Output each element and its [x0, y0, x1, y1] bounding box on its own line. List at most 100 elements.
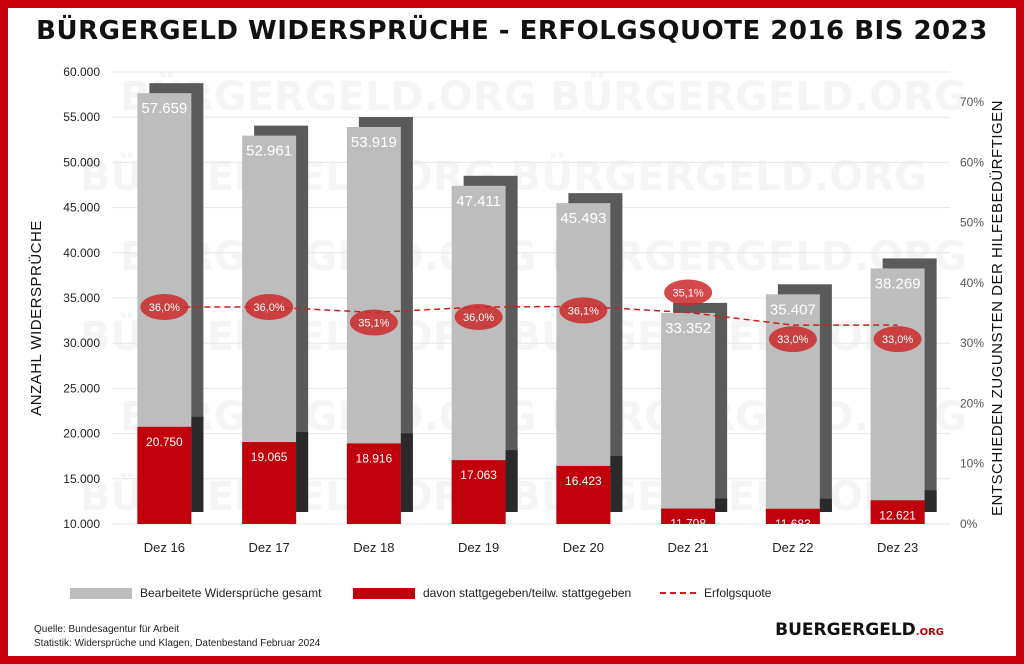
category-label: Dez 17: [249, 540, 290, 555]
watermark: BÜRGERGELD.ORG BÜRGERGELD.ORGBÜRGERGELD.…: [80, 72, 967, 520]
part-bar-shadow: [400, 433, 413, 512]
y-tick-label: 55.000: [63, 110, 100, 124]
rate-point: [140, 294, 189, 321]
total-value-label: 52.961: [246, 143, 292, 160]
y-tick-label: 10.000: [63, 517, 100, 531]
legend-swatch-rate: [660, 592, 696, 594]
part-bar-shadow: [819, 498, 832, 512]
legend-item-total: Bearbeitete Widersprüche gesamt: [70, 586, 321, 600]
legend-label-rate: Erfolgsquote: [704, 586, 772, 600]
total-value-label: 33.352: [665, 320, 711, 337]
rate-value-label: 33,0%: [777, 334, 808, 346]
rate-point: [873, 326, 922, 353]
y2-tick-label: 70%: [960, 95, 984, 109]
rate-value-label: 35,1%: [358, 317, 389, 329]
y2-tick-label: 30%: [960, 336, 984, 350]
part-bar: [661, 508, 716, 524]
part-bar: [242, 442, 297, 524]
rate-value-label: 36,0%: [254, 302, 285, 314]
part-bar-shadow: [715, 498, 728, 512]
rate-point: [559, 297, 608, 324]
axes: 10.000 15.000 20.000 25.000 30.000 35.000 40.0…: [27, 65, 1006, 531]
rate-value-label: 35,1%: [673, 287, 704, 299]
total-bar: [870, 268, 925, 524]
part-value-label: 11.683: [775, 517, 811, 531]
category-label: Dez 19: [458, 540, 499, 555]
category-label: Dez 20: [563, 540, 604, 555]
part-value-label: 12.621: [879, 508, 916, 522]
legend-item-part: davon stattgegeben/teilw. stattgegeben: [353, 586, 631, 600]
part-value-label: 20.750: [146, 435, 183, 449]
part-bar: [556, 465, 611, 524]
y-axis-title: ANZAHL WIDERSPRÜCHE: [27, 220, 45, 416]
y-tick-label: 45.000: [63, 201, 100, 215]
y-tick-label: 25.000: [63, 381, 100, 395]
category-label: Dez 21: [668, 540, 709, 555]
part-bar: [451, 460, 506, 524]
total-value-label: 35.407: [770, 301, 816, 318]
y2-tick-label: 60%: [960, 155, 984, 169]
watermark-text: BÜRGERGELD.ORG BÜRGERGELD.ORG: [120, 72, 967, 120]
rate-value-label: 36,0%: [149, 302, 180, 314]
source-note: Quelle: Bundesagentur für Arbeit Statist…: [34, 623, 320, 651]
rate-value-label: 36,1%: [568, 305, 599, 317]
y-tick-label: 40.000: [63, 246, 100, 260]
source-line-2: Statistik: Widersprüche und Klagen, Date…: [34, 638, 321, 649]
legend: Bearbeitete Widersprüche gesamt davon st…: [70, 586, 970, 602]
y-tick-label: 30.000: [63, 336, 100, 350]
total-value-label: 47.411: [456, 193, 501, 210]
total-value-label: 38.269: [875, 275, 921, 292]
category-label: Dez 22: [772, 540, 813, 555]
y-tick-label: 50.000: [63, 155, 100, 169]
rate-point: [768, 326, 817, 353]
part-bar-shadow: [610, 455, 623, 512]
y2-tick-label: 10%: [960, 457, 984, 471]
part-bar-shadow: [505, 450, 518, 512]
category-label: Dez 16: [144, 540, 185, 555]
brand-name: BUERGERGELD: [775, 620, 916, 640]
legend-label-total: Bearbeitete Widersprüche gesamt: [140, 586, 322, 600]
part-bar: [765, 508, 820, 524]
part-bar-shadow: [296, 432, 309, 512]
total-value-label: 53.919: [351, 134, 397, 151]
y-tick-label: 15.000: [63, 472, 100, 486]
rate-line: 36,0% 36,0% 35,1% 36,0% 36,1% 35,1% 33,0% 33,0%: [140, 279, 922, 353]
category-label: Dez 18: [353, 540, 394, 555]
category-label: Dez 23: [877, 540, 918, 555]
total-value-label: 45.493: [560, 210, 606, 227]
y-tick-label: 20.000: [63, 427, 100, 441]
part-value-label: 17.063: [460, 468, 497, 482]
y2-tick-label: 40%: [960, 276, 984, 290]
source-line-1: Quelle: Bundesagentur für Arbeit: [34, 624, 180, 635]
legend-item-rate: Erfolgsquote: [660, 586, 771, 600]
rate-value-label: 36,0%: [463, 312, 494, 324]
y-tick-label: 35.000: [63, 291, 100, 305]
rate-point: [349, 309, 398, 336]
part-bar-shadow: [191, 416, 204, 512]
part-bar: [346, 443, 401, 524]
part-value-label: 18.916: [356, 451, 393, 465]
legend-label-part: davon stattgegeben/teilw. stattgegeben: [423, 586, 632, 600]
part-bar-shadow: [924, 490, 937, 512]
part-value-label: 19.065: [251, 450, 288, 464]
brand-tld: .ORG: [915, 627, 944, 638]
part-bar: [137, 426, 192, 524]
total-bar: [661, 312, 716, 524]
y2-tick-label: 20%: [960, 396, 984, 410]
rate-point: [245, 294, 294, 321]
y2-tick-label: 50%: [960, 216, 984, 230]
part-bar: [870, 500, 925, 524]
legend-swatch-part: [353, 587, 415, 599]
brand-logo: BUERGERGELD.ORG: [775, 620, 944, 640]
y2-tick-label: 0%: [960, 517, 978, 531]
part-value-label: 16.423: [565, 474, 602, 488]
total-value-label: 57.659: [141, 100, 187, 117]
y2-axis-title: ENTSCHIEDEN ZUGUNSTEN DER HILFEBEDÜRFTIG…: [988, 100, 1006, 516]
rate-point: [664, 279, 713, 306]
y-tick-label: 60.000: [63, 65, 100, 79]
rate-value-label: 33,0%: [882, 334, 913, 346]
legend-swatch-total: [70, 587, 132, 599]
part-value-label: 11.708: [670, 517, 706, 531]
rate-point: [454, 304, 503, 331]
